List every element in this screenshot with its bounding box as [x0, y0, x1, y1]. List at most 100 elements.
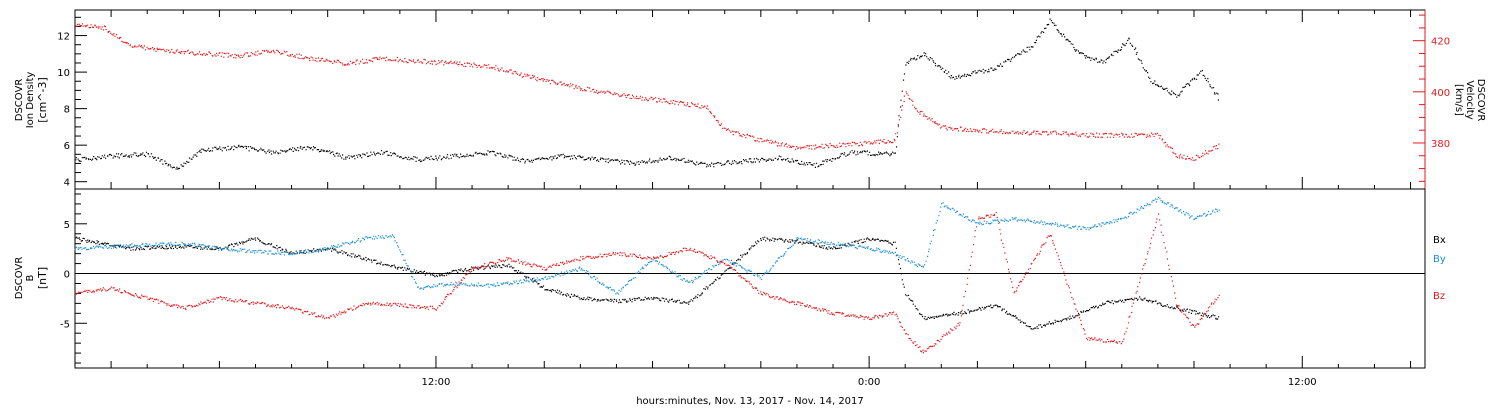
series-density-segment — [995, 46, 1032, 71]
series-by-segment — [544, 266, 581, 280]
series-bz-segment — [922, 322, 960, 354]
series-density-segment — [200, 145, 238, 152]
series-density-segment — [382, 150, 418, 162]
series-bx-segment — [327, 247, 365, 261]
series-bx-segment — [1176, 306, 1220, 320]
series-bz-segment — [905, 333, 924, 353]
series-bx-segment — [1140, 297, 1176, 310]
series-density-segment — [634, 155, 672, 166]
series-density-segment — [75, 153, 111, 162]
series-velocity-segment — [833, 140, 870, 148]
series-bz-segment — [894, 313, 906, 331]
top-panel-series — [75, 18, 1220, 170]
series-by-segment — [490, 277, 544, 287]
series-by-segment — [760, 238, 798, 281]
series-velocity-segment — [417, 58, 455, 66]
series-density-segment — [418, 154, 455, 163]
series-by-segment — [292, 247, 328, 256]
series-bz-segment — [688, 247, 725, 265]
velocity-tick-label: 420 — [1431, 37, 1450, 48]
series-bx-segment — [923, 311, 960, 321]
legend-by: By — [1433, 254, 1446, 265]
series-bz-segment — [1013, 235, 1051, 294]
series-velocity-segment — [941, 125, 978, 133]
series-by-segment — [977, 217, 1014, 226]
series-by-segment — [833, 242, 869, 250]
bottom-panel-series — [74, 196, 1220, 354]
series-bx — [75, 236, 1220, 330]
series-velocity — [75, 23, 1220, 161]
series-velocity-segment — [345, 56, 382, 66]
series-density-segment — [894, 73, 906, 154]
series-density-segment — [454, 150, 491, 159]
series-bz-segment — [74, 287, 111, 295]
series-bz-segment — [1086, 337, 1122, 345]
series-by-segment — [183, 242, 220, 251]
series-density-segment — [110, 151, 148, 159]
series-bx-segment — [653, 296, 690, 305]
series-by-segment — [1085, 217, 1122, 231]
series-density-segment — [1128, 38, 1151, 79]
series-velocity-segment — [1122, 132, 1158, 138]
series-velocity-segment — [490, 65, 527, 78]
series-velocity-segment — [977, 128, 1014, 135]
series-velocity-segment — [454, 61, 491, 69]
series-bx-segment — [435, 266, 473, 278]
series-by-segment — [1049, 222, 1086, 230]
series-bz-segment — [435, 270, 473, 311]
series-by-segment — [393, 235, 419, 288]
b-legend: Bx By Bz — [1433, 235, 1446, 302]
series-by-segment — [1158, 196, 1195, 221]
series-density-segment — [1150, 80, 1177, 96]
series-bx-segment — [959, 304, 996, 315]
series-velocity-segment — [129, 44, 166, 52]
series-bz-segment — [291, 306, 328, 320]
series-by-segment — [327, 237, 365, 250]
series-velocity-segment — [1086, 132, 1123, 138]
series-bz-segment — [328, 302, 364, 319]
series-bz-segment — [869, 311, 895, 321]
series-by-segment — [616, 260, 653, 295]
density-axis-label-3: [cm^-3] — [36, 77, 49, 123]
series-bz-segment — [472, 257, 509, 270]
series-by-segment — [255, 249, 292, 256]
series-density-segment — [562, 153, 599, 162]
density-tick-label: 6 — [64, 141, 70, 152]
series-by-segment — [894, 251, 924, 268]
series-velocity-segment — [597, 90, 635, 100]
series-bx-segment — [797, 239, 834, 250]
b-tick-label: 5 — [64, 220, 70, 231]
series-density-segment — [905, 55, 923, 66]
series-velocity-segment — [869, 138, 895, 145]
density-axis-ticks: 4 6 8 10 12 — [57, 16, 87, 189]
series-bz-segment — [959, 226, 978, 324]
series-velocity-segment — [201, 51, 238, 59]
series-bx-segment — [724, 238, 762, 272]
series-velocity-segment — [75, 23, 105, 31]
series-bx-segment — [544, 289, 581, 300]
series-bz-segment — [832, 311, 870, 320]
velocity-axis-label-1: DSCOVR — [1475, 79, 1486, 122]
density-tick-label: 4 — [64, 178, 70, 189]
series-density-segment — [147, 153, 177, 170]
series-density-segment — [814, 151, 851, 168]
series-bx-segment — [1031, 318, 1068, 330]
series-bx-segment — [363, 256, 400, 270]
series-bx-segment — [616, 296, 653, 304]
series-bx-segment — [1067, 302, 1104, 320]
density-tick-label: 8 — [64, 105, 70, 116]
magnetic-field-panel: -5 0 5 DSCOVR B [nT] Bx By Bz — [14, 188, 1446, 369]
series-velocity-segment — [1050, 130, 1086, 138]
x-axis-label: hours:minutes, Nov. 13, 2017 - Nov. 14, … — [636, 396, 864, 407]
series-bz-segment — [544, 258, 581, 271]
series-by — [74, 196, 1220, 295]
series-bz-segment — [363, 301, 401, 307]
series-density-segment — [778, 155, 815, 166]
series-velocity-segment — [670, 99, 708, 109]
series-density-segment — [237, 144, 274, 155]
series-bx-segment — [1103, 296, 1141, 305]
series-by-segment — [363, 234, 393, 241]
series-density-segment — [345, 150, 383, 160]
series-velocity-segment — [1175, 154, 1194, 161]
series-bx-segment — [129, 244, 184, 251]
